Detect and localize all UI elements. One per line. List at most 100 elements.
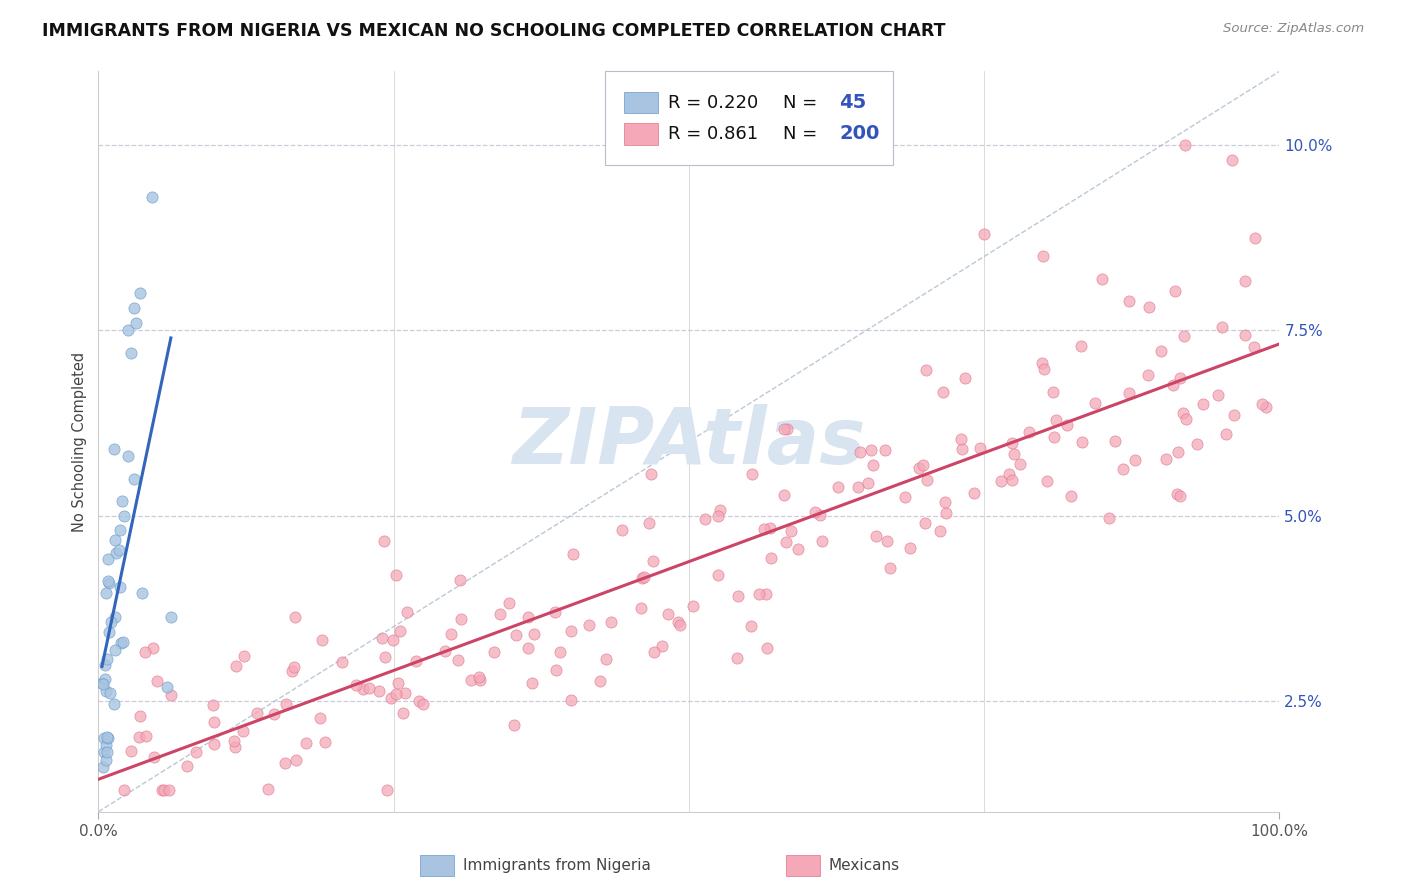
Point [1254, 400, 1277, 414]
Point [523, 627, 546, 641]
Point [849, 444, 872, 458]
Point [1137, 300, 1160, 314]
Point [284, 609, 307, 624]
Point [695, 512, 717, 526]
Point [412, 698, 434, 712]
Point [725, 650, 748, 665]
Point [1175, 411, 1198, 425]
Point [142, 641, 165, 656]
Point [640, 467, 662, 482]
Point [950, 442, 973, 456]
Point [98, 686, 121, 700]
Point [381, 633, 404, 648]
Point [405, 654, 427, 668]
Point [1161, 377, 1184, 392]
Point [135, 729, 157, 743]
Text: 200: 200 [839, 124, 880, 144]
Point [1222, 409, 1244, 423]
Text: N =: N = [783, 125, 823, 143]
Point [117, 324, 139, 338]
Point [1118, 386, 1140, 401]
Point [517, 641, 540, 656]
Point [1173, 328, 1195, 343]
Point [776, 422, 799, 436]
Point [103, 442, 125, 456]
Point [578, 618, 600, 632]
Point [94, 657, 117, 672]
Point [256, 781, 278, 796]
Point [314, 735, 336, 749]
Point [810, 533, 832, 548]
Point [932, 385, 955, 400]
Point [484, 645, 506, 659]
Point [122, 301, 145, 316]
Point [740, 618, 762, 632]
Point [773, 422, 796, 436]
Point [202, 714, 225, 729]
Point [100, 615, 122, 629]
Point [727, 589, 749, 603]
Point [741, 467, 763, 481]
Point [96, 652, 118, 666]
Point [856, 476, 879, 491]
Point [224, 739, 246, 754]
Point [309, 711, 332, 725]
Point [643, 645, 665, 659]
Point [953, 371, 976, 385]
Point [121, 345, 143, 359]
Point [1164, 284, 1187, 298]
Point [707, 508, 730, 523]
Point [1060, 489, 1083, 503]
Point [1156, 452, 1178, 467]
Point [246, 706, 269, 720]
Point [359, 681, 381, 695]
Point [1070, 435, 1092, 450]
Point [668, 618, 690, 632]
Point [105, 546, 128, 560]
Point [96, 684, 118, 698]
Point [311, 633, 333, 648]
Point [160, 610, 183, 624]
Point [263, 707, 285, 722]
Point [1168, 371, 1191, 385]
Point [94, 738, 117, 752]
Point [450, 612, 472, 626]
Point [865, 529, 887, 543]
Point [846, 480, 869, 494]
Point [395, 605, 418, 619]
Point [827, 480, 849, 494]
Point [150, 782, 173, 797]
Point [352, 682, 374, 697]
Point [470, 673, 492, 687]
Point [232, 648, 254, 663]
Point [394, 686, 416, 700]
Point [859, 442, 882, 457]
Point [773, 487, 796, 501]
Point [1208, 388, 1230, 402]
Point [392, 706, 415, 720]
Point [128, 286, 150, 301]
Point [280, 664, 302, 678]
Point [544, 663, 567, 677]
Point [439, 627, 461, 641]
Point [1185, 437, 1208, 451]
Point [117, 450, 139, 464]
Point [709, 502, 731, 516]
Point [94, 672, 117, 686]
Point [94, 586, 117, 600]
Point [131, 586, 153, 600]
Point [433, 643, 456, 657]
Point [630, 571, 652, 585]
Point [862, 458, 884, 472]
Point [934, 495, 956, 509]
Point [97, 574, 120, 589]
Point [544, 605, 567, 619]
Point [1000, 435, 1022, 450]
Point [638, 516, 661, 530]
Point [120, 744, 142, 758]
Point [129, 709, 152, 723]
Point [330, 655, 353, 669]
Text: Mexicans: Mexicans [828, 858, 900, 872]
Point [908, 460, 931, 475]
Point [1002, 447, 1025, 461]
